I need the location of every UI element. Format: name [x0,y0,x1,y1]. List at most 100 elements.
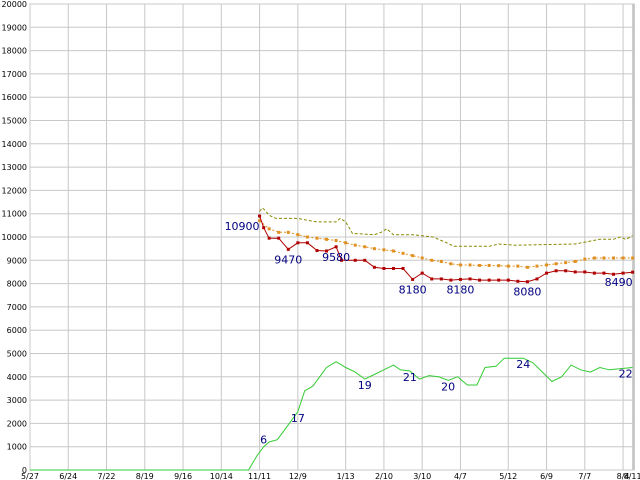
y-tick-label: 12000 [2,186,27,195]
data-label: 21 [403,371,417,384]
x-tick-label: 9/16 [174,472,192,480]
series-point [277,236,281,240]
series-point [391,266,395,270]
series-point [525,280,529,284]
series-line-3 [30,357,633,471]
series-point [535,277,539,281]
series-point [430,258,434,262]
y-tick-label: 5000 [7,350,27,359]
y-tick-label: 8000 [7,280,27,289]
series-point [554,262,558,266]
data-label: 8180 [399,283,427,296]
data-label: 22 [619,367,633,380]
y-tick-label: 13000 [2,163,27,172]
series-point [401,266,405,270]
series-point [458,277,462,281]
series-point [583,257,587,261]
series-point [602,271,606,275]
series-line-0 [259,207,633,247]
series-point [420,271,424,275]
series-point [621,271,625,275]
series-point [286,230,290,234]
series-point [439,259,443,263]
series-point [621,256,625,260]
x-tick-label: 11/11 [248,472,271,480]
y-tick-label: 4000 [7,373,27,382]
series-point [262,226,266,230]
series-point [382,266,386,270]
series-point [340,258,344,262]
series-point [411,277,415,281]
series-point [277,230,281,234]
series-point [353,258,357,262]
x-tick-label: 6/24 [59,472,77,480]
series-point [564,261,568,265]
x-tick-label: 8/4 [617,472,630,480]
series-point [315,236,319,240]
series-point [344,241,348,245]
series-point [267,227,271,231]
data-label: 19 [358,379,372,392]
series-point [382,248,386,252]
y-tick-label: 9000 [7,256,27,265]
series-point [545,271,549,275]
y-tick-label: 15000 [2,117,27,126]
series-point [497,278,501,282]
data-label: 20 [441,380,455,393]
series-point [334,238,338,242]
series-point [573,259,577,263]
y-tick-label: 1000 [7,443,27,452]
data-label: 10900 [225,220,260,233]
x-tick-label: 10/14 [210,472,233,480]
series-point [363,258,367,262]
x-tick-label: 4/7 [454,472,467,480]
data-labels: 10900 9470 9580 8180 8180 8080 8490 6 17 19 21 20 24… [225,220,633,447]
series-point [296,241,300,245]
series-point [372,247,376,251]
series-point [286,247,290,251]
data-label: 8180 [446,283,474,296]
series-point [478,278,482,282]
y-tick-label: 7000 [7,303,27,312]
x-tick-label: 5/12 [499,472,517,480]
series-point [602,256,606,260]
series-point [449,278,453,282]
series-point [420,256,424,260]
y-tick-label: 14000 [2,140,27,149]
data-label: 8490 [605,276,633,289]
series-point [554,269,558,273]
series-point [430,277,434,281]
x-tick-label: 1/13 [337,472,355,480]
y-axis: 0 1000 2000 3000 4000 5000 6000 7000 8000 9000 100… [2,0,27,475]
x-tick-label: 2/10 [375,472,393,480]
y-tick-label: 16000 [2,93,27,102]
series-point [315,249,319,253]
series-point [449,262,453,266]
y-tick-label: 17000 [2,70,27,79]
series-point [305,241,309,245]
data-label: 24 [516,358,530,371]
series-point [631,256,635,260]
x-tick-label: 6/9 [540,472,553,480]
series-point [468,277,472,281]
series-point [506,264,510,268]
series-point [439,277,443,281]
grid-lines [29,3,635,471]
series-point [353,243,357,247]
series-point [258,219,262,223]
y-tick-label: 10000 [2,233,27,242]
series-line-1 [259,220,633,268]
y-tick-label: 6000 [7,326,27,335]
series-point [631,270,635,274]
series-point [305,235,309,239]
x-axis: 5/27 6/24 7/22 8/19 9/16 10/14 11/11 12/9 1/13 2/… [21,472,640,480]
data-label: 9470 [274,253,302,266]
series-point [401,251,405,255]
data-label: 17 [291,412,305,425]
y-tick-label: 2000 [7,419,27,428]
series-point [497,264,501,268]
series-point [592,256,596,260]
y-tick-label: 11000 [2,210,27,219]
series-point [516,264,520,268]
